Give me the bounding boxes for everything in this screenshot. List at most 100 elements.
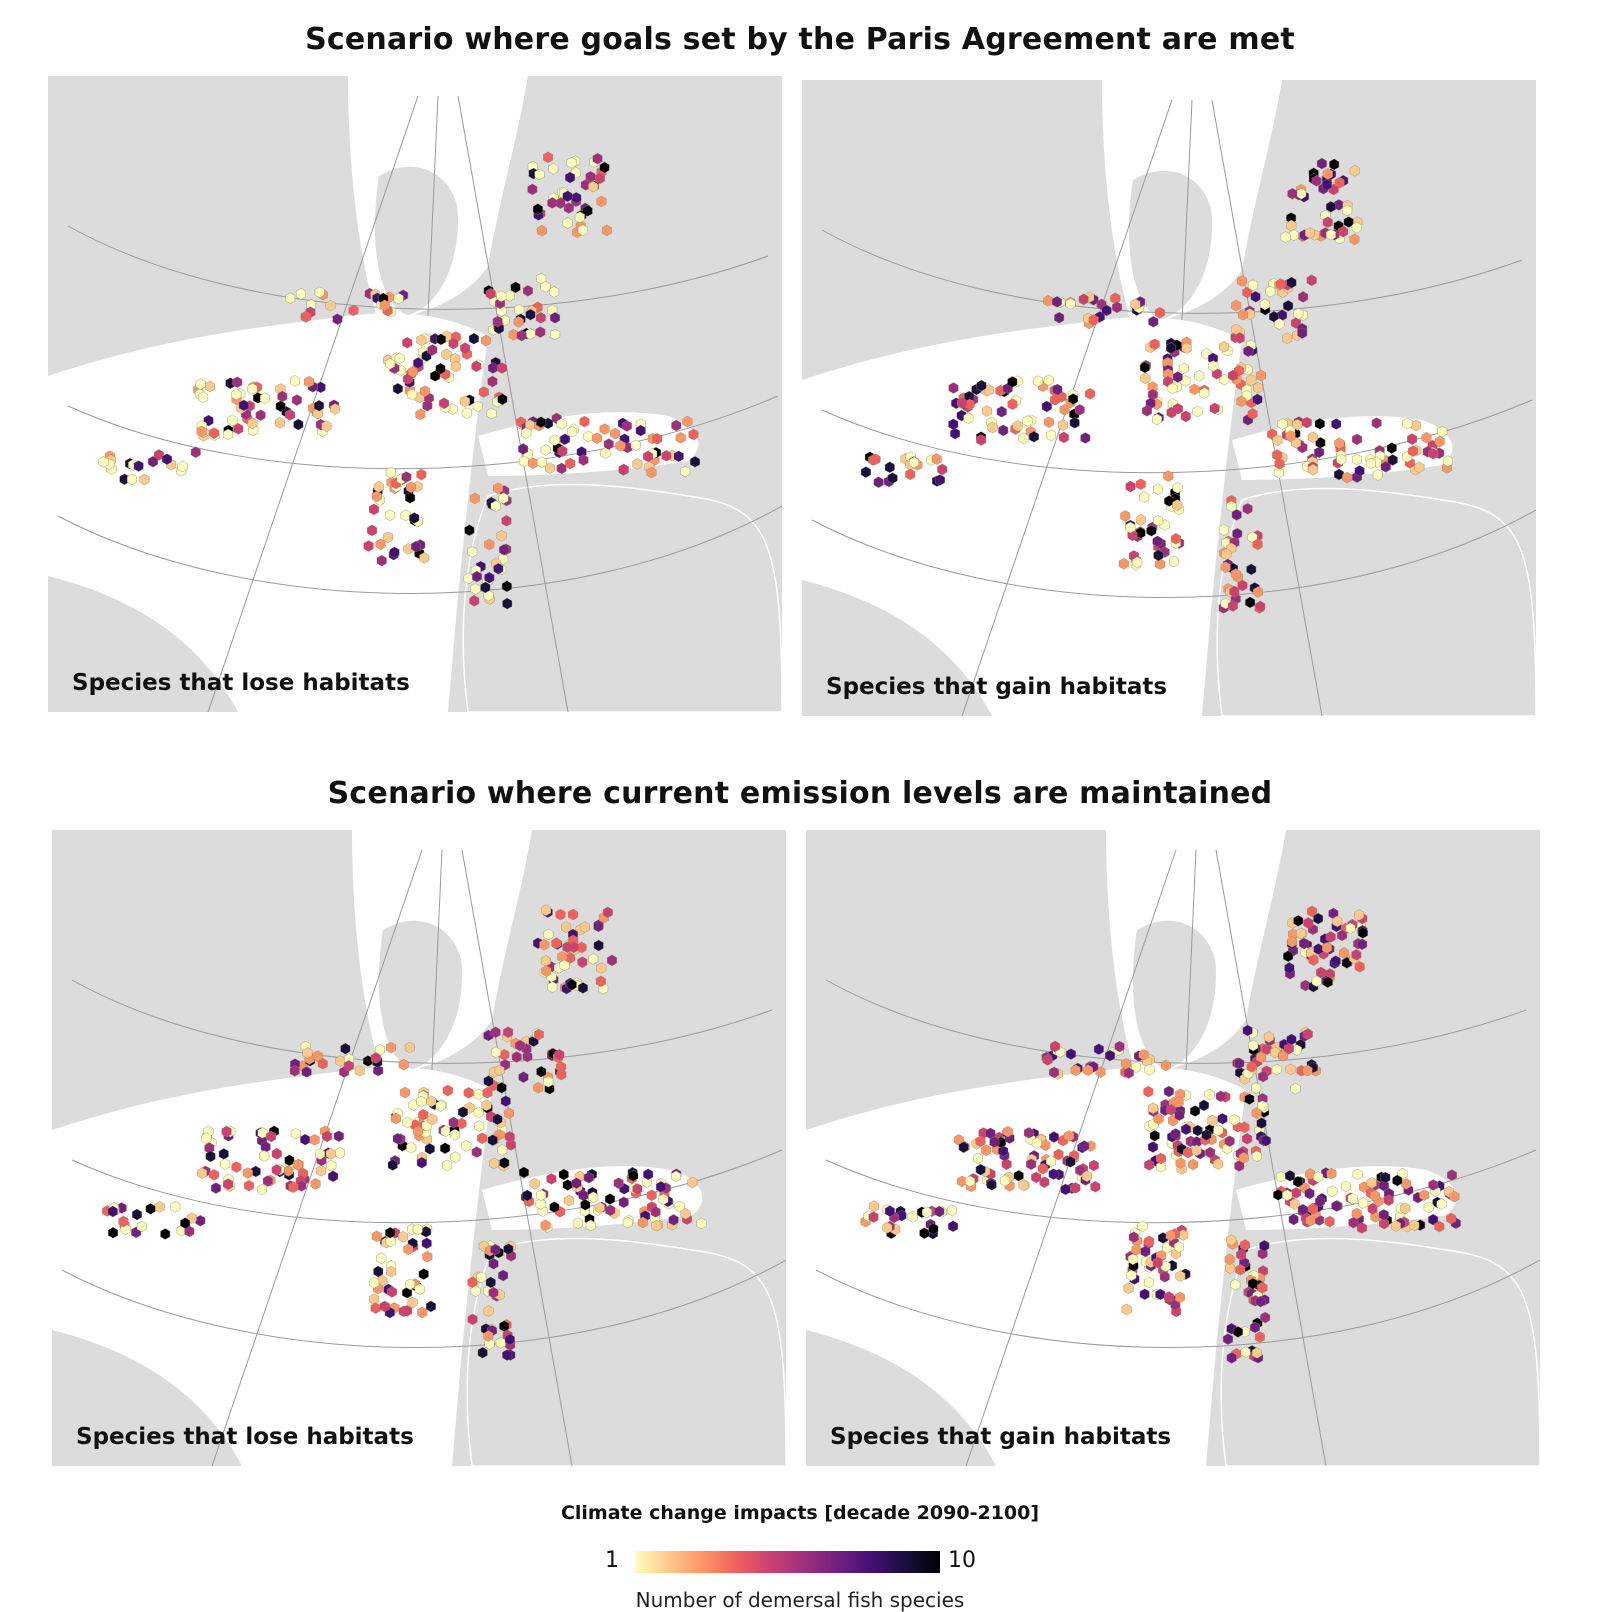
impact-hexagon: [1351, 949, 1362, 961]
impact-hexagon: [1322, 168, 1333, 180]
impact-hexagon: [275, 417, 285, 429]
impact-hexagon: [887, 472, 898, 484]
impact-hexagon: [1207, 1114, 1218, 1127]
impact-hexagon: [375, 538, 386, 551]
impact-hexagon: [1152, 535, 1163, 548]
impact-hexagon: [177, 460, 188, 473]
impact-hexagon: [499, 1320, 510, 1333]
impact-hexagon: [398, 1058, 409, 1071]
impact-hexagon: [539, 938, 550, 951]
impact-hexagon: [1293, 915, 1304, 927]
impact-hexagon: [1271, 1063, 1282, 1076]
impact-hexagon: [325, 299, 336, 312]
graticule-line: [71, 1149, 783, 1224]
impact-hexagon: [947, 1204, 957, 1217]
impact-hexagon: [255, 409, 266, 421]
impact-hexagon: [549, 434, 560, 446]
impact-hexagon: [618, 1196, 629, 1209]
impact-hexagon: [1140, 1245, 1151, 1258]
impact-hexagon: [579, 921, 590, 933]
graticule-line: [67, 395, 779, 470]
impact-hexagon: [1174, 1241, 1184, 1253]
impact-hexagon: [483, 1075, 494, 1087]
impact-hexagon: [1131, 1243, 1142, 1256]
graticule-meridian: [457, 95, 569, 712]
impact-hexagon: [1043, 374, 1054, 387]
impact-hexagon: [1229, 585, 1240, 598]
impact-hexagon: [1277, 418, 1288, 430]
impact-hexagon: [242, 1167, 253, 1179]
impact-hexagon: [1166, 406, 1177, 419]
impact-hexagon: [277, 390, 288, 403]
impact-hexagon: [1247, 531, 1258, 544]
impact-hexagon: [315, 1148, 325, 1160]
impact-hexagon: [1308, 954, 1319, 966]
impact-hexagon: [153, 449, 164, 461]
land-greenland: [373, 165, 460, 317]
impact-hexagon: [574, 211, 585, 224]
impact-hexagon: [588, 180, 599, 193]
graticule-line: [67, 225, 769, 310]
impact-hexagon: [1120, 510, 1131, 522]
impact-hexagon: [488, 1286, 499, 1299]
impact-hexagon: [257, 1183, 267, 1196]
impact-hexagon: [1242, 1024, 1253, 1037]
impact-hexagon: [435, 1100, 446, 1112]
impact-hexagon: [404, 1041, 415, 1054]
legend-caption: Number of demersal fish species: [635, 1588, 965, 1612]
impact-hexagon: [321, 420, 332, 432]
impact-hexagon: [1272, 449, 1283, 461]
impact-hexagon: [1330, 955, 1341, 967]
impact-hexagon: [170, 1201, 181, 1213]
impact-hexagon: [1308, 463, 1318, 476]
impact-hexagon: [1236, 395, 1247, 408]
impact-hexagon: [1348, 1216, 1359, 1229]
impact-hexagon: [1247, 408, 1258, 420]
impact-hexagon: [1236, 1248, 1247, 1261]
impact-hexagon: [564, 1194, 575, 1207]
impact-hexagon: [1272, 434, 1283, 446]
impact-hexagon: [1289, 1198, 1300, 1210]
ocean-atlantic: [802, 317, 1242, 716]
impact-hexagon: [562, 190, 573, 203]
impact-hexagon: [160, 1228, 171, 1240]
impact-hexagon: [592, 152, 603, 165]
impact-hexagon: [132, 1208, 142, 1221]
impact-hexagon: [1302, 1064, 1313, 1077]
impact-hexagon: [1225, 1262, 1235, 1274]
impact-hexagon: [975, 1135, 986, 1148]
impact-hexagon: [489, 1157, 500, 1170]
impact-hexagon: [976, 379, 987, 392]
impact-hexagon: [643, 450, 653, 463]
impact-hexagon: [580, 1199, 591, 1211]
impact-hexagon: [312, 1050, 323, 1062]
impact-hexagon: [1208, 360, 1219, 372]
impact-hexagon: [632, 458, 643, 470]
impact-hexagon: [1349, 233, 1360, 246]
impact-hexagon: [1252, 393, 1263, 406]
impact-hexagon: [201, 1132, 212, 1144]
impact-hexagon: [379, 299, 390, 312]
legend-max-value: 10: [948, 1548, 976, 1573]
impact-hexagon: [1059, 404, 1070, 416]
impact-hexagon: [1286, 219, 1297, 232]
impact-hexagon: [484, 538, 495, 551]
impact-hexagon: [533, 1028, 544, 1041]
impact-hexagon: [577, 956, 588, 968]
impact-hexagon: [400, 1086, 410, 1099]
impact-hexagons: [860, 157, 1453, 614]
impact-hexagon: [896, 1209, 907, 1222]
impact-hexagon: [652, 433, 663, 445]
impact-hexagon: [605, 1204, 616, 1217]
impact-hexagon: [1287, 936, 1297, 948]
impact-hexagon: [1354, 909, 1364, 921]
impact-hexagon: [1070, 1064, 1081, 1076]
impact-hexagon: [1220, 561, 1231, 573]
impact-hexagon: [1028, 430, 1039, 443]
impact-hexagon: [1250, 1321, 1260, 1334]
impact-hexagon: [1366, 1177, 1377, 1189]
impact-hexagon: [407, 388, 418, 401]
graticule-line: [61, 1259, 786, 1348]
impact-hexagon: [463, 1087, 474, 1099]
scenario-title-current: Scenario where current emission levels a…: [327, 776, 1273, 811]
